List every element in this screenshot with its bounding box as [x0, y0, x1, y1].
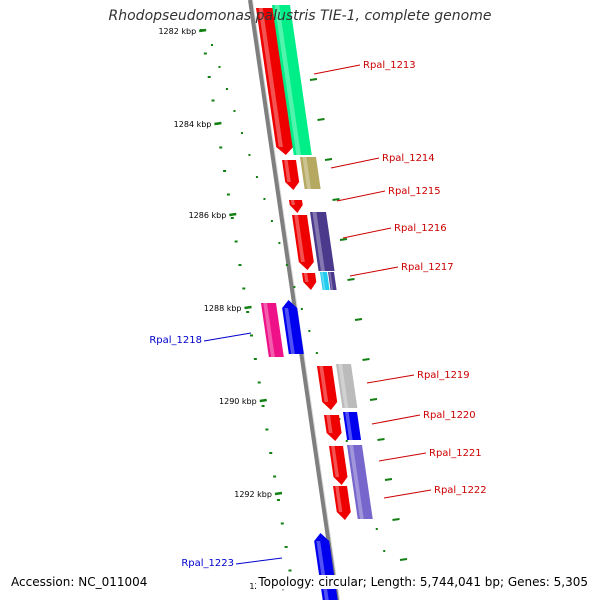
ruler-tick	[274, 491, 283, 496]
feature-tick	[324, 158, 333, 161]
ruler-tick	[229, 212, 237, 217]
cds-block-highlight	[290, 200, 295, 205]
gene-block-rpal-1217b	[328, 272, 337, 290]
gene-label-leader	[383, 489, 432, 499]
cds-block-highlight	[326, 415, 333, 433]
gene-block-rpal-1220-highlight	[345, 412, 353, 440]
gene-block-rpal-1217-highlight	[321, 272, 326, 290]
gene-block-rpal-1214-highlight	[302, 157, 312, 189]
gene-label-leader	[342, 227, 392, 239]
gene-block-rpal-1217b-highlight	[328, 272, 334, 290]
gene-block-rpal-1218-highlight	[263, 303, 275, 357]
gene-block-rpal-1219-highlight	[338, 364, 349, 408]
gene-label-leader	[235, 557, 283, 565]
ruler-tick-label: 1290 kbp	[219, 397, 257, 406]
ruler-tick	[214, 121, 222, 126]
feature-tick	[332, 198, 340, 201]
gene-label-leader	[349, 266, 399, 277]
gene-label: Rpal_1215	[388, 186, 441, 197]
gene-label: Rpal_1213	[363, 60, 416, 71]
cds-block	[302, 273, 317, 290]
gene-label: Rpal_1218	[149, 335, 202, 346]
cds-block-highlight	[258, 8, 283, 147]
backbone-line	[248, 0, 339, 600]
gene-block-rpal-1221-highlight	[349, 445, 364, 519]
ruler-tick	[198, 28, 207, 33]
feature-tick	[362, 358, 370, 361]
cds-block-highlight	[319, 366, 329, 402]
cds-block	[324, 415, 342, 441]
gene-label: Rpal_1219	[417, 370, 470, 381]
cds-block-body	[333, 486, 351, 520]
gene-label-leader	[378, 452, 427, 462]
cds-block-highlight	[335, 486, 343, 512]
gene-label: Rpal_1223	[181, 558, 234, 569]
cds-block-body	[302, 273, 317, 290]
gene-label: Rpal_1217	[401, 262, 454, 273]
gene-block-rpal-1213	[272, 5, 312, 155]
gene-label-leader	[203, 332, 252, 342]
page-title: Rhodopseudomonas palustris TIE-1, comple…	[108, 8, 492, 24]
genome-summary-text: Topology: circular; Length: 5,744,041 bp…	[256, 575, 590, 589]
gene-block-rpal-1216-highlight	[312, 212, 325, 271]
ruler-tick-label: 1288 kbp	[204, 304, 242, 313]
cds-block-highlight	[294, 215, 305, 262]
feature-tick	[309, 78, 318, 81]
cds-block	[317, 366, 338, 410]
gene-block-rpal-1213-highlight	[274, 5, 301, 155]
cds-block-body	[317, 366, 338, 410]
gene-block-rpal-1221	[347, 445, 373, 519]
cds-block	[333, 486, 351, 520]
feature-tick	[377, 438, 385, 441]
feature-tick	[354, 318, 363, 321]
gene-label-leader	[366, 374, 415, 384]
cds-block-body	[324, 415, 342, 441]
gene-block-rpal-1217	[320, 272, 330, 290]
ruler-tick-label: 1292 kbp	[234, 490, 272, 499]
gene-label: Rpal_1220	[423, 410, 476, 421]
cds-block	[292, 215, 314, 270]
ruler-tick-label: 1286 kbp	[189, 211, 227, 220]
gene-label: Rpal_1214	[382, 153, 435, 164]
cds-block	[289, 200, 303, 213]
ruler-tick	[244, 305, 252, 310]
feature-tick	[317, 118, 325, 121]
gene-label-leader	[371, 414, 421, 425]
gene-label-leader	[313, 64, 361, 75]
feature-tick	[392, 518, 400, 521]
gene-block-rpal-1220	[343, 412, 362, 440]
feature-tick	[347, 278, 355, 281]
accession-text: Accession: NC_011004	[9, 575, 150, 589]
gene-block-rpal-1218b-highlight	[284, 308, 295, 354]
gene-block-rpal-1219	[336, 364, 358, 408]
gene-label-leader	[336, 190, 386, 202]
feature-tick	[399, 558, 408, 561]
cds-block	[329, 446, 348, 485]
cds-block-body	[289, 200, 303, 213]
cds-block-highlight	[331, 446, 340, 477]
cds-block-body	[329, 446, 348, 485]
ruler-tick	[259, 398, 267, 403]
gene-label: Rpal_1222	[434, 485, 487, 496]
cds-block-highlight	[284, 160, 291, 182]
gene-label: Rpal_1216	[394, 223, 447, 234]
gene-label: Rpal_1221	[429, 448, 482, 459]
gene-block-rpal-1218	[261, 303, 284, 357]
gene-block-rpal-1216	[310, 212, 335, 271]
cds-block-body	[282, 160, 300, 190]
cds-block-highlight	[303, 273, 309, 282]
feature-tick	[369, 398, 378, 401]
feature-tick	[339, 238, 348, 241]
gene-label-leader	[330, 157, 380, 169]
ruler-tick-label: 1282 kbp	[158, 27, 196, 36]
gene-block-rpal-1218b	[282, 300, 304, 354]
gene-block-rpal-1214	[300, 157, 321, 189]
cds-block	[282, 160, 300, 190]
cds-block	[256, 8, 294, 155]
ruler-tick-label: 1284 kbp	[174, 120, 212, 129]
feature-tick	[384, 478, 393, 481]
